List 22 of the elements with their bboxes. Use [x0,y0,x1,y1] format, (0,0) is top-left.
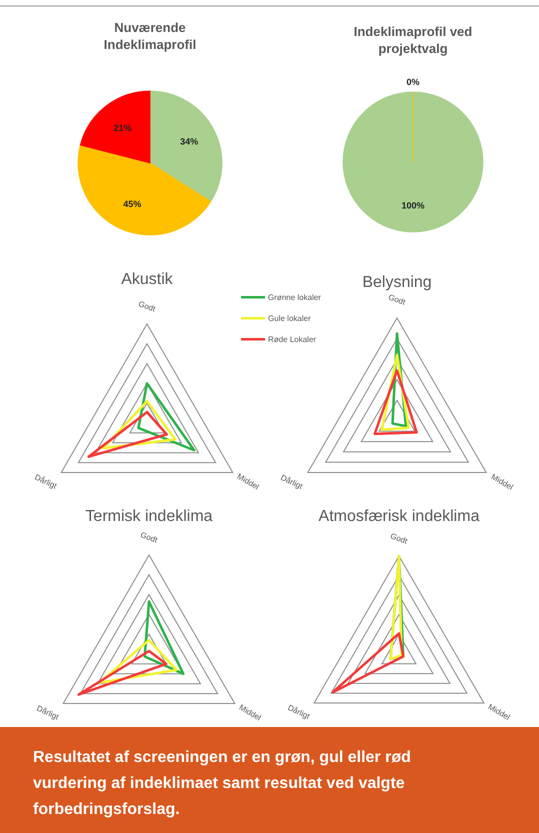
chart-title: Atmosfærisk indeklima [318,508,480,525]
chart-title: Akustik [121,271,174,288]
chart-title: Indeklimaprofil ved projektvalg [354,24,472,56]
data-label: 45% [123,199,142,210]
data-label: 34% [180,136,198,147]
text: Resultatet af screeningen er en grøn, gul eller rød vurdering af indeklimaet samt resultat ved valgte forbedringsforslag. [33,749,411,818]
spoke-label: Godt [387,292,408,308]
spoke-label: Godt [137,299,158,314]
pie-slice [80,90,150,164]
chart-title: Nuværende Indeklimaprofil [104,20,196,52]
text: 0% [406,77,420,88]
legend-label: Røde Lokaler [268,335,316,344]
chart-title: Belysning [362,274,432,291]
pie-slice [150,90,222,202]
pie-slice [78,144,212,236]
data-label: 21% [114,122,132,133]
spoke-label: Godt [389,531,410,546]
chart-title: Termisk indeklima [85,508,213,525]
legend-label: Grønne lokaler [268,293,322,302]
spoke-label: Godt [139,530,160,545]
data-label: 100% [401,200,425,211]
legend-label: Gule lokaler [268,314,312,324]
